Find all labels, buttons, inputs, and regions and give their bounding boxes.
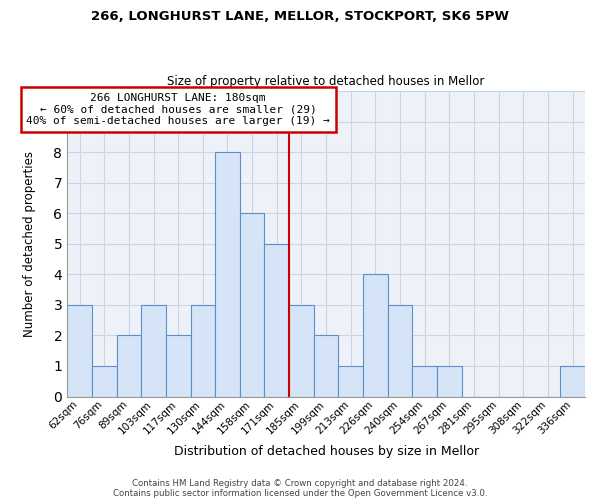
Bar bbox=[363, 274, 388, 396]
Text: 266 LONGHURST LANE: 180sqm
← 60% of detached houses are smaller (29)
40% of semi: 266 LONGHURST LANE: 180sqm ← 60% of deta… bbox=[26, 93, 330, 126]
Title: Size of property relative to detached houses in Mellor: Size of property relative to detached ho… bbox=[167, 76, 485, 88]
Text: Contains HM Land Registry data © Crown copyright and database right 2024.: Contains HM Land Registry data © Crown c… bbox=[132, 478, 468, 488]
Bar bbox=[67, 305, 92, 396]
Bar bbox=[560, 366, 585, 396]
Bar bbox=[166, 336, 191, 396]
Text: 266, LONGHURST LANE, MELLOR, STOCKPORT, SK6 5PW: 266, LONGHURST LANE, MELLOR, STOCKPORT, … bbox=[91, 10, 509, 23]
Bar bbox=[265, 244, 289, 396]
Bar bbox=[116, 336, 141, 396]
Bar bbox=[388, 305, 412, 396]
Bar bbox=[412, 366, 437, 396]
Bar bbox=[240, 213, 265, 396]
X-axis label: Distribution of detached houses by size in Mellor: Distribution of detached houses by size … bbox=[173, 444, 479, 458]
Text: Contains public sector information licensed under the Open Government Licence v3: Contains public sector information licen… bbox=[113, 488, 487, 498]
Bar bbox=[289, 305, 314, 396]
Bar bbox=[191, 305, 215, 396]
Y-axis label: Number of detached properties: Number of detached properties bbox=[23, 151, 37, 337]
Bar bbox=[314, 336, 338, 396]
Bar bbox=[141, 305, 166, 396]
Bar bbox=[215, 152, 240, 396]
Bar bbox=[92, 366, 116, 396]
Bar bbox=[338, 366, 363, 396]
Bar bbox=[437, 366, 462, 396]
